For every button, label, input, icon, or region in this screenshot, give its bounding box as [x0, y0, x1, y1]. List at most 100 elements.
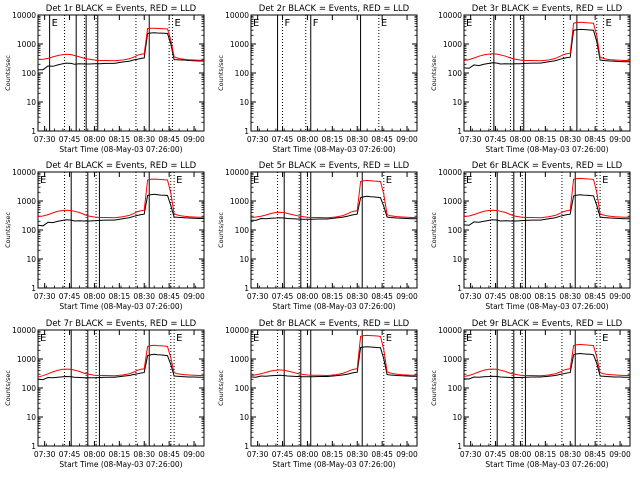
x-tick-label: 08:30	[559, 135, 581, 144]
series-line-lld	[463, 177, 630, 219]
panel-det-7: Det 7r BLACK = Events, RED = LLD 07:30 07:…	[4, 319, 205, 469]
y-tick-label: 100	[235, 226, 250, 235]
x-axis-label: Start Time (08-May-03 07:26:00)	[272, 460, 395, 469]
x-tick-label: 09:00	[396, 135, 418, 144]
y-tick-label: 1	[457, 284, 462, 293]
series-line-lld	[250, 179, 417, 219]
x-tick-label: 07:45	[59, 292, 81, 301]
x-tick-label: 07:30	[247, 135, 269, 144]
y-tick-label: 1000	[17, 355, 36, 364]
series-line-events	[463, 28, 630, 69]
y-tick-label: 1	[244, 442, 249, 451]
x-tick-label: 07:30	[247, 292, 269, 301]
panel-title: Det 6r BLACK = Events, RED = LLD	[472, 161, 623, 171]
panel-title: Det 8r BLACK = Events, RED = LLD	[259, 319, 410, 329]
y-tick-label: 1	[457, 127, 462, 136]
panel-title: Det 5r BLACK = Events, RED = LLD	[259, 161, 410, 171]
y-tick-label: 10000	[225, 11, 249, 20]
series-line-events	[463, 194, 630, 226]
event-marker-label: F	[285, 18, 291, 29]
y-tick-label: 10	[26, 98, 36, 107]
y-tick-label: 10	[26, 255, 36, 264]
y-tick-label: 1000	[443, 355, 462, 364]
series-line-events	[37, 353, 204, 381]
x-tick-label: 08:00	[510, 135, 532, 144]
y-tick-label: 1	[31, 284, 36, 293]
event-marker-label: E	[602, 175, 608, 186]
panel-title: Det 4r BLACK = Events, RED = LLD	[46, 161, 197, 171]
x-tick-label: 08:45	[584, 292, 606, 301]
series-line-lld	[37, 27, 204, 62]
event-marker-label: E	[176, 175, 182, 186]
x-tick-label: 07:45	[59, 135, 81, 144]
x-tick-label: 09:00	[609, 292, 631, 301]
x-tick-label: 07:30	[34, 135, 56, 144]
y-tick-label: 1000	[443, 40, 462, 49]
x-tick-label: 08:00	[510, 450, 532, 459]
x-tick-label: 08:00	[297, 450, 319, 459]
x-tick-label: 08:00	[84, 450, 106, 459]
y-tick-label: 1	[31, 127, 36, 136]
y-tick-label: 100	[22, 226, 37, 235]
panel-det-6: Det 6r BLACK = Events, RED = LLD 07:30 07:…	[430, 161, 631, 311]
x-tick-label: 08:45	[371, 292, 393, 301]
y-tick-label: 10000	[12, 11, 36, 20]
x-tick-label: 07:30	[460, 292, 482, 301]
x-tick-label: 08:30	[133, 450, 155, 459]
y-axis-label: Counts/sec	[430, 212, 438, 248]
event-marker-label: E	[40, 333, 46, 344]
x-tick-label: 07:30	[460, 450, 482, 459]
series-line-lld	[37, 178, 204, 219]
series-line-lld	[250, 334, 417, 377]
x-tick-label: 09:00	[396, 292, 418, 301]
y-tick-label: 10000	[225, 326, 249, 335]
y-tick-label: 10	[26, 413, 36, 422]
x-tick-label: 08:45	[371, 450, 393, 459]
x-tick-label: 08:45	[158, 450, 180, 459]
y-tick-label: 10000	[12, 326, 36, 335]
y-tick-label: 1000	[17, 197, 36, 206]
y-tick-label: 1000	[230, 40, 249, 49]
y-tick-label: 1000	[17, 40, 36, 49]
series-line-lld	[37, 344, 204, 378]
x-tick-label: 07:45	[59, 450, 81, 459]
y-tick-label: 1	[244, 284, 249, 293]
event-marker-label: E	[253, 175, 259, 186]
y-axis-label: Counts/sec	[217, 55, 225, 91]
x-tick-label: 09:00	[183, 292, 205, 301]
x-tick-label: 08:15	[535, 292, 557, 301]
y-axis-label: Counts/sec	[4, 55, 12, 91]
event-marker-label: E	[466, 18, 472, 29]
y-axis-label: Counts/sec	[217, 212, 225, 248]
panel-title: Det 9r BLACK = Events, RED = LLD	[472, 319, 623, 329]
event-marker-label: E	[602, 333, 608, 344]
x-tick-label: 08:15	[322, 450, 344, 459]
panel-det-4: Det 4r BLACK = Events, RED = LLD 07:30 07:…	[4, 161, 205, 311]
series-line-events	[463, 352, 630, 380]
x-tick-label: 08:45	[158, 135, 180, 144]
y-tick-label: 100	[448, 69, 463, 78]
y-tick-label: 100	[448, 226, 463, 235]
event-marker-label: E	[52, 18, 58, 29]
event-marker-label: E	[466, 333, 472, 344]
x-axis-label: Start Time (08-May-03 07:26:00)	[59, 460, 182, 469]
x-tick-label: 09:00	[183, 450, 205, 459]
x-tick-label: 07:45	[485, 135, 507, 144]
x-tick-label: 07:30	[34, 450, 56, 459]
x-tick-label: 08:30	[346, 292, 368, 301]
y-tick-label: 10	[239, 413, 249, 422]
y-tick-label: 100	[448, 384, 463, 393]
x-tick-label: 08:30	[346, 450, 368, 459]
y-axis-label: Counts/sec	[4, 212, 12, 248]
series-line-lld	[463, 21, 630, 62]
x-tick-label: 08:30	[133, 292, 155, 301]
event-marker-label: E	[605, 18, 611, 29]
x-tick-label: 08:15	[322, 135, 344, 144]
x-axis-label: Start Time (08-May-03 07:26:00)	[485, 460, 608, 469]
series-line-events	[250, 195, 417, 221]
panel-det-3: Det 3r BLACK = Events, RED = LLD 07:30 07:…	[430, 4, 631, 154]
y-axis-label: Counts/sec	[430, 370, 438, 406]
x-tick-label: 08:30	[346, 135, 368, 144]
x-tick-label: 08:30	[559, 450, 581, 459]
